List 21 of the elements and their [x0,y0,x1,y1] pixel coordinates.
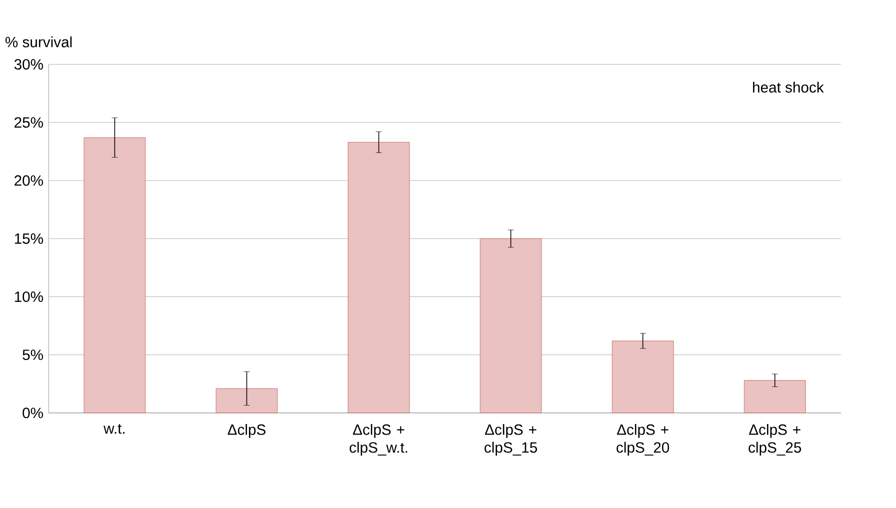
bar [480,238,542,414]
y-tick-label: 5% [22,350,44,360]
bar [612,340,674,414]
bar [744,380,806,414]
y-axis-title: % survival [5,36,72,48]
x-tick-label: ΔclpS + clpS_20 [616,424,670,456]
y-tick-label: 25% [14,117,44,128]
y-tick-label: 30% [14,59,44,70]
y-tick-label: 10% [14,291,44,302]
bar [348,142,410,414]
annotation: heat shock [753,82,824,93]
x-tick-label: ΔclpS + clpS_w.t. [350,424,408,456]
y-tick-label: 0% [22,408,44,418]
y-tick-label: 15% [14,233,44,244]
bar [84,137,146,414]
x-tick-label: w.t. [104,424,124,434]
x-tick-label: ΔclpS + clpS_15 [484,424,538,456]
bar [216,388,278,414]
x-tick-label: ΔclpS [228,424,266,438]
y-tick-label: 20% [14,175,44,186]
x-tick-label: ΔclpS + clpS_25 [748,424,802,456]
